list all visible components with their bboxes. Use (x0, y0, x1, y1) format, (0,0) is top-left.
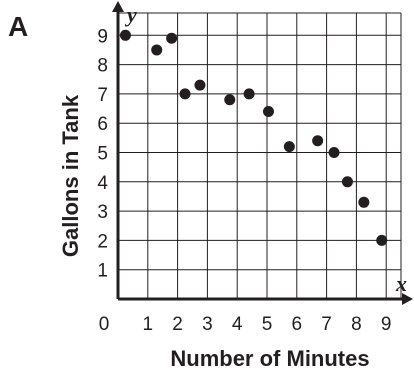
y-tick-label: 9 (97, 26, 108, 47)
y-axis-letter: y (124, 2, 137, 27)
grid (118, 12, 402, 299)
y-tick-label: 2 (97, 231, 108, 252)
x-tick-label: 0 (99, 314, 110, 335)
y-tick-label: 5 (97, 144, 108, 165)
y-axis-title: Gallons in Tank (58, 94, 83, 257)
panel-label: A (8, 11, 28, 42)
x-tick-label: 1 (143, 314, 154, 335)
x-tick-label: 6 (292, 314, 303, 335)
x-tick-label: 8 (351, 314, 362, 335)
y-tick-label: 7 (97, 85, 108, 106)
data-point (194, 79, 206, 91)
y-tick-label: 1 (97, 261, 108, 282)
data-point (312, 135, 324, 147)
data-point (179, 88, 191, 100)
x-tick-label: 5 (262, 314, 273, 335)
x-tick-label: 4 (232, 314, 243, 335)
data-point (151, 44, 163, 56)
data-point (341, 176, 353, 188)
data-point (243, 88, 255, 100)
y-tick-label: 8 (97, 56, 108, 77)
data-point (283, 141, 295, 153)
data-point (119, 29, 131, 41)
x-axis-letter: x (395, 271, 407, 296)
data-points (119, 29, 388, 246)
x-tick-label: 2 (172, 314, 183, 335)
y-tick-label: 6 (97, 114, 108, 135)
x-tick-label: 3 (202, 314, 213, 335)
y-tick-label: 3 (97, 202, 108, 223)
x-tick-label: 9 (381, 314, 392, 335)
data-point (262, 105, 274, 117)
data-point (166, 32, 178, 44)
y-axis-arrow (112, 1, 124, 12)
axes (112, 1, 413, 305)
data-point (328, 147, 340, 158)
y-tick-label: 4 (97, 173, 108, 194)
x-axis-title: Number of Minutes (170, 346, 369, 371)
x-axis-arrow (402, 293, 413, 305)
x-tick-label: 7 (321, 314, 332, 335)
data-point (376, 234, 388, 246)
data-point (224, 94, 236, 106)
data-point (358, 196, 370, 208)
